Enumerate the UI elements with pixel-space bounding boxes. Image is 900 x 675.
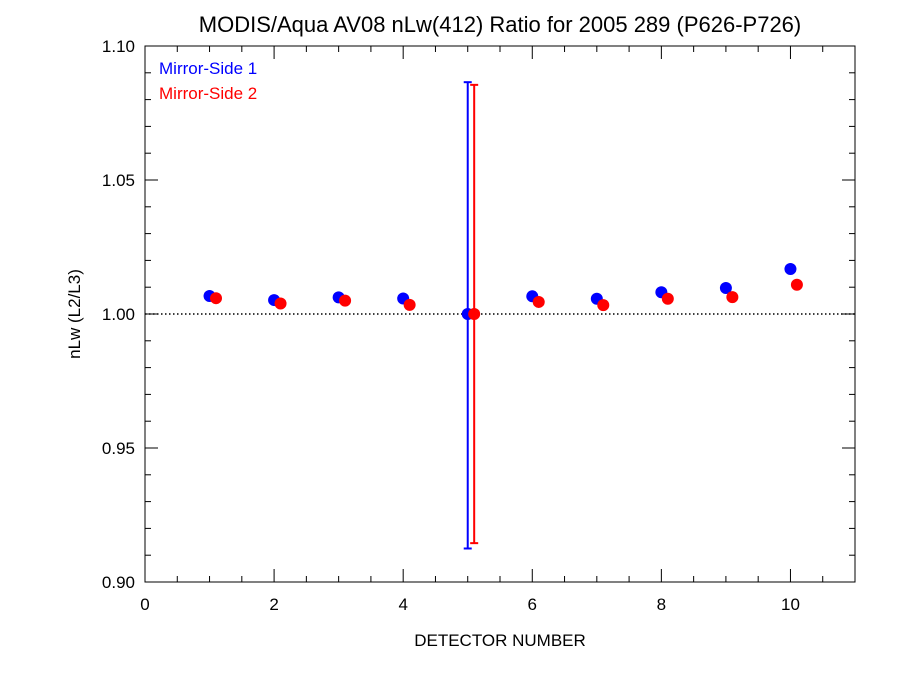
legend-entry: Mirror-Side 1	[159, 59, 257, 78]
y-axis-label: nLw (L2/L3)	[65, 269, 84, 359]
x-axis-label: DETECTOR NUMBER	[414, 631, 586, 650]
data-point-series-2	[403, 298, 416, 311]
chart-title: MODIS/Aqua AV08 nLw(412) Ratio for 2005 …	[199, 12, 802, 37]
data-point-series-2	[532, 295, 545, 308]
axis-ticks: 0 2 4 6 8 10 0.90 0.95 1.00 1.05 1.10	[102, 37, 856, 614]
data-point-series-1	[719, 282, 732, 295]
legend: Mirror-Side 1 Mirror-Side 2	[159, 59, 257, 103]
data-point-series-2	[597, 299, 610, 312]
data-point-series-2	[468, 308, 481, 320]
plot-frame	[144, 45, 856, 583]
legend-entry: Mirror-Side 2	[159, 84, 257, 103]
y-tick-label: 1.10	[102, 37, 135, 56]
x-tick-label: 0	[140, 595, 149, 614]
data-points	[203, 262, 803, 320]
y-tick-label: 0.95	[102, 439, 135, 458]
data-point-series-2	[726, 291, 739, 304]
y-tick-label: 0.90	[102, 573, 135, 592]
x-tick-label: 6	[528, 595, 537, 614]
data-point-series-1	[784, 262, 797, 275]
x-tick-label: 10	[781, 595, 800, 614]
data-point-series-2	[274, 297, 287, 310]
data-point-series-2	[790, 278, 803, 291]
x-tick-label: 8	[657, 595, 666, 614]
data-point-series-2	[210, 292, 222, 305]
x-tick-label: 2	[269, 595, 278, 614]
y-tick-label: 1.05	[102, 171, 135, 190]
x-tick-label: 4	[398, 595, 407, 614]
data-point-series-2	[661, 292, 674, 305]
y-tick-label: 1.00	[102, 305, 135, 324]
data-point-series-2	[339, 294, 352, 307]
